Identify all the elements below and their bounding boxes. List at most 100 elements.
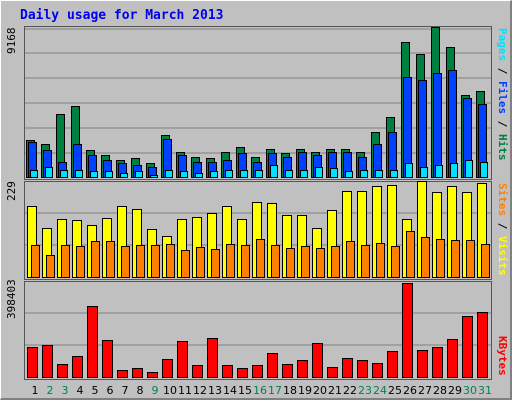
x-tick-label: 2 bbox=[47, 384, 54, 397]
x-tick-label: 16 bbox=[253, 384, 267, 397]
bar-sites bbox=[271, 245, 280, 278]
bar-kbytes bbox=[312, 343, 323, 378]
bar-sites bbox=[331, 246, 340, 278]
x-tick-label: 12 bbox=[193, 384, 207, 397]
bar-kbytes bbox=[27, 347, 38, 378]
x-tick-label: 17 bbox=[268, 384, 282, 397]
bar-kbytes bbox=[447, 339, 458, 378]
bar-pages bbox=[435, 165, 443, 178]
x-tick-label: 24 bbox=[373, 384, 387, 397]
bar-pages bbox=[135, 171, 143, 178]
bar-files bbox=[418, 80, 427, 178]
bar-pages bbox=[165, 170, 173, 178]
bar-pages bbox=[300, 170, 308, 178]
bar-kbytes bbox=[327, 367, 338, 378]
x-tick-label: 21 bbox=[328, 384, 342, 397]
x-tick-label: 14 bbox=[223, 384, 237, 397]
x-tick-label: 8 bbox=[137, 384, 144, 397]
bar-sites bbox=[46, 255, 55, 278]
x-tick-label: 18 bbox=[283, 384, 297, 397]
x-tick-label: 4 bbox=[77, 384, 84, 397]
bar-pages bbox=[30, 170, 38, 178]
bar-kbytes bbox=[177, 341, 188, 378]
bar-kbytes bbox=[42, 345, 53, 378]
x-tick-label: 28 bbox=[433, 384, 447, 397]
bar-pages bbox=[225, 170, 233, 178]
x-tick-label: 1 bbox=[32, 384, 39, 397]
bar-kbytes bbox=[477, 312, 488, 378]
bar-kbytes bbox=[57, 364, 68, 378]
x-tick-label: 11 bbox=[178, 384, 192, 397]
bar-pages bbox=[405, 163, 413, 178]
bar-kbytes bbox=[342, 358, 353, 378]
bar-sites bbox=[346, 241, 355, 278]
bar-pages bbox=[90, 171, 98, 178]
bar-pages bbox=[105, 171, 113, 178]
bar-pages bbox=[195, 173, 203, 178]
bar-sites bbox=[301, 246, 310, 278]
bar-kbytes bbox=[132, 368, 143, 378]
x-tick-label: 26 bbox=[403, 384, 417, 397]
bar-kbytes bbox=[222, 365, 233, 378]
bar-sites bbox=[376, 243, 385, 278]
bar-sites bbox=[181, 250, 190, 278]
bar-kbytes bbox=[102, 340, 113, 378]
bar-pages bbox=[210, 171, 218, 178]
chart-title: Daily usage for March 2013 bbox=[20, 8, 224, 23]
x-tick-label: 3 bbox=[62, 384, 69, 397]
bar-sites bbox=[466, 240, 475, 278]
bar-sites bbox=[106, 241, 115, 278]
bar-pages bbox=[345, 171, 353, 178]
bar-sites bbox=[151, 245, 160, 278]
bar-sites bbox=[31, 245, 40, 278]
x-tick-label: 9 bbox=[152, 384, 159, 397]
bar-pages bbox=[465, 160, 473, 178]
x-tick-label: 29 bbox=[448, 384, 462, 397]
bar-sites bbox=[316, 248, 325, 278]
bar-files bbox=[448, 70, 457, 178]
bar-kbytes bbox=[252, 365, 263, 378]
x-tick-label: 6 bbox=[107, 384, 114, 397]
x-tick-label: 5 bbox=[92, 384, 99, 397]
x-tick-label: 25 bbox=[388, 384, 402, 397]
x-tick-label: 19 bbox=[298, 384, 312, 397]
bar-files bbox=[403, 77, 412, 178]
bar-sites bbox=[451, 240, 460, 278]
bar-pages bbox=[450, 163, 458, 178]
bar-pages bbox=[285, 170, 293, 178]
bar-pages bbox=[60, 170, 68, 178]
bar-kbytes bbox=[357, 360, 368, 378]
bar-sites bbox=[136, 245, 145, 278]
bar-kbytes bbox=[147, 372, 158, 378]
bar-sites bbox=[241, 245, 250, 278]
bar-pages bbox=[120, 173, 128, 178]
x-tick-label: 23 bbox=[358, 384, 372, 397]
x-tick-label: 22 bbox=[343, 384, 357, 397]
bar-sites bbox=[436, 239, 445, 278]
bar-sites bbox=[121, 246, 130, 278]
x-tick-label: 15 bbox=[238, 384, 252, 397]
bar-pages bbox=[390, 170, 398, 178]
bar-kbytes bbox=[417, 350, 428, 378]
bar-kbytes bbox=[372, 363, 383, 378]
bar-kbytes bbox=[402, 283, 413, 378]
bar-sites bbox=[391, 246, 400, 278]
bar-sites bbox=[61, 245, 70, 278]
bar-kbytes bbox=[207, 338, 218, 378]
bar-kbytes bbox=[297, 360, 308, 378]
bar-pages bbox=[255, 170, 263, 178]
bar-sites bbox=[406, 231, 415, 278]
x-tick-label: 10 bbox=[163, 384, 177, 397]
x-tick-label: 30 bbox=[463, 384, 477, 397]
bar-kbytes bbox=[462, 316, 473, 378]
bar-pages bbox=[75, 170, 83, 178]
bar-sites bbox=[196, 247, 205, 278]
bar-files bbox=[433, 73, 442, 178]
bar-sites bbox=[256, 239, 265, 278]
x-tick-label: 31 bbox=[478, 384, 492, 397]
bar-kbytes bbox=[117, 370, 128, 378]
bar-pages bbox=[375, 170, 383, 178]
bar-kbytes bbox=[87, 306, 98, 378]
